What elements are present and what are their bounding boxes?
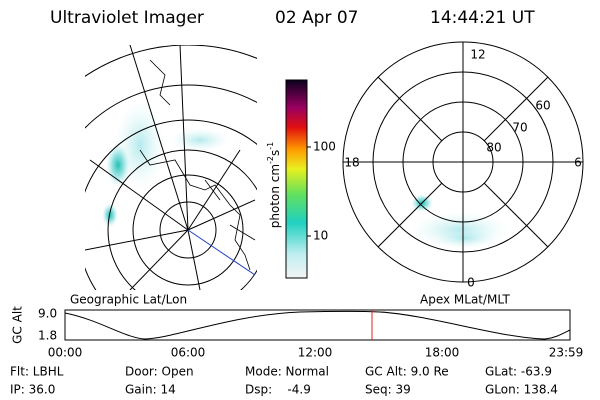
altitude-frame (64, 309, 571, 341)
footer-field: GLon: 138.4 (485, 383, 558, 397)
panel-label: Apex MLat/MLT (420, 293, 510, 307)
footer-field: GLat: -63.9 (485, 365, 552, 379)
y-label: 1.8 (38, 329, 57, 343)
footer-field: Flt: LBHL (10, 365, 64, 379)
x-label: 12:00 (298, 346, 333, 360)
mlt-label: 18 (344, 156, 359, 170)
polar-plot (342, 41, 584, 283)
mlt-label: 6 (574, 156, 582, 170)
x-label: 18:00 (425, 346, 460, 360)
footer-field: Dsp: -4.9 (245, 383, 311, 397)
colorbar-tick: 10 (313, 229, 328, 243)
panel-label: Geographic Lat/Lon (70, 293, 187, 307)
altitude-curve (64, 310, 571, 340)
mlat-label: 80 (486, 141, 501, 155)
footer-field: Gain: 14 (125, 383, 176, 397)
y-label: 9.0 (38, 307, 57, 321)
colorbar-tick: 100 (313, 140, 336, 154)
title: Ultraviolet Imager (50, 8, 204, 28)
footer-field: Door: Open (125, 365, 194, 379)
footer: Flt: LBHL Door: Open Mode: Normal GC Alt: 9… (10, 365, 558, 397)
x-label: 06:00 (171, 346, 206, 360)
axis-label: GC Alt (11, 306, 25, 344)
date: 02 Apr 07 (275, 8, 358, 28)
footer-field: Mode: Normal (245, 365, 329, 379)
time: 14:44:21 UT (430, 8, 535, 28)
footer-field: GC Alt: 9.0 Re (365, 365, 449, 379)
mlt-label: 0 (467, 276, 475, 290)
mlat-label: 70 (512, 121, 527, 135)
colorbar-label: photon cm-2s-1 (266, 142, 282, 229)
footer-field: Seq: 39 (365, 383, 411, 397)
footer-field: IP: 36.0 (10, 383, 55, 397)
geographic-map (85, 45, 257, 290)
x-label: 00:00 (48, 346, 83, 360)
mlat-label: 60 (535, 99, 550, 113)
colorbar (285, 79, 308, 279)
mlt-label: 12 (470, 48, 485, 62)
x-label: 23:59 (549, 346, 584, 360)
